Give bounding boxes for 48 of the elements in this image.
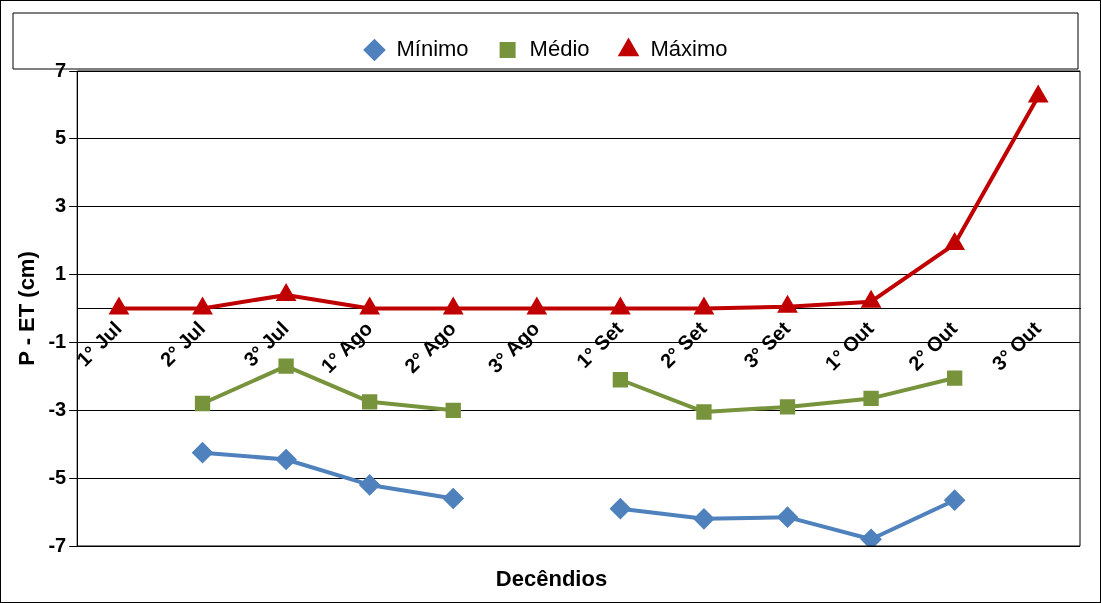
point: [777, 507, 798, 528]
legend-label: Mínimo: [396, 36, 469, 62]
point: [192, 442, 213, 463]
legend-label: Máximo: [650, 36, 728, 62]
x-tick-label: 1° Out: [820, 316, 879, 375]
point: [945, 234, 964, 251]
point: [445, 402, 461, 418]
point: [360, 298, 379, 315]
point: [278, 358, 294, 374]
point: [110, 298, 128, 315]
y-tick-label: 7: [55, 58, 67, 81]
point: [527, 298, 546, 315]
y-tick-label: -1: [48, 329, 67, 352]
point: [693, 508, 714, 529]
point: [777, 294, 798, 313]
point: [443, 488, 464, 509]
point: [863, 390, 879, 407]
point: [444, 298, 463, 315]
point: [611, 298, 630, 315]
y-tick-label: -3: [48, 397, 67, 420]
point: [944, 490, 965, 511]
y-tick-label: 5: [55, 126, 67, 149]
point: [276, 449, 297, 470]
point: [1029, 86, 1048, 103]
x-tick-label: 1° Jul: [72, 317, 126, 371]
legend-label: Médio: [529, 36, 590, 62]
point: [362, 394, 378, 410]
point: [696, 404, 712, 420]
point: [359, 474, 380, 495]
point: [779, 399, 796, 415]
point: [612, 372, 629, 388]
y-tick-label: -7: [48, 533, 67, 556]
x-tick-label: 2° Out: [904, 316, 962, 375]
x-tick-label: 2° Jul: [155, 317, 210, 371]
x-tick-label: 1° Ago: [316, 317, 377, 378]
y-tick-label: 3: [55, 194, 67, 217]
point: [695, 298, 713, 315]
point: [193, 298, 212, 315]
point: [610, 498, 631, 519]
point: [194, 395, 211, 412]
x-tick-label: 3° Jul: [239, 317, 293, 371]
point: [277, 284, 296, 301]
x-axis-title: Decêndios: [494, 566, 609, 592]
y-tick-label: -5: [48, 465, 67, 488]
x-tick-label: 3° Out: [987, 316, 1046, 375]
y-axis-title: P - ET (cm): [14, 251, 40, 366]
y-tick-label: 1: [55, 262, 67, 285]
point: [946, 370, 963, 386]
